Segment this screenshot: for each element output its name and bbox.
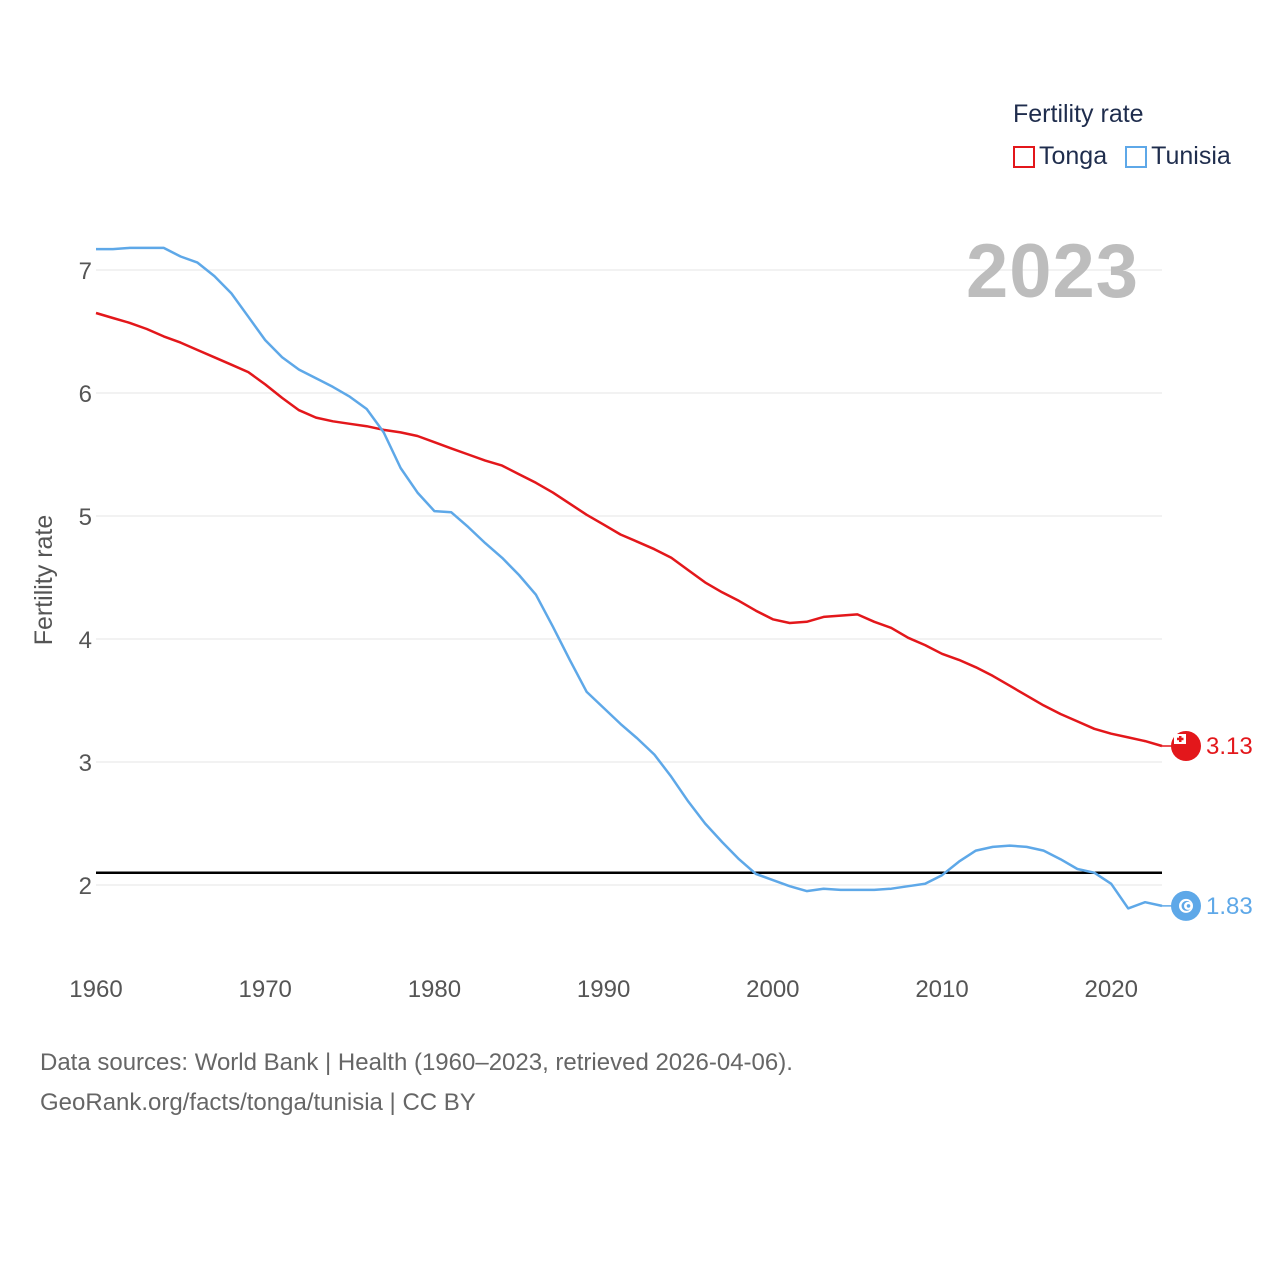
flag-tonga-icon — [1171, 731, 1201, 762]
y-tick-label-5: 5 — [79, 504, 92, 531]
legend-item-tunisia[interactable]: Tunisia — [1125, 142, 1231, 171]
series-lines — [95, 246, 1163, 910]
x-tick-label-1980: 1980 — [408, 976, 461, 1003]
footer: Data sources: World Bank | Health (1960–… — [40, 1043, 793, 1123]
legend-label-tonga: Tonga — [1039, 142, 1108, 170]
legend: Tonga Tunisia — [1013, 142, 1249, 171]
legend-swatch-tunisia — [1125, 145, 1148, 168]
flag-tonga-cross-h — [1177, 737, 1184, 741]
x-tick-label-1970: 1970 — [239, 976, 292, 1003]
x-tick-label-1990: 1990 — [577, 976, 630, 1003]
end-markers: 3.13 1.83 — [1162, 731, 1253, 921]
data-source-text: Data sources: World Bank | Health (1960–… — [40, 1049, 793, 1076]
x-tick-label-2000: 2000 — [746, 976, 799, 1003]
legend-label-tunisia: Tunisia — [1151, 142, 1231, 170]
legend-item-tonga[interactable]: Tonga — [1013, 142, 1107, 171]
x-axis-ticks: 1960 1970 1980 1990 2000 2010 2020 — [69, 976, 1138, 1003]
y-tick-label-7: 7 — [79, 258, 92, 285]
legend-swatch-tonga — [1013, 145, 1035, 168]
flag-tunisia-icon — [1171, 890, 1201, 921]
y-axis-ticks: 2 3 4 5 6 7 — [79, 258, 92, 900]
legend-title: Fertility rate — [1013, 100, 1144, 128]
source-url-text[interactable]: GeoRank.org/facts/tonga/tunisia | CC BY — [40, 1089, 476, 1116]
series-line-tunisia — [96, 246, 1163, 910]
flag-tunisia-star — [1186, 904, 1191, 908]
gridlines — [96, 269, 1162, 886]
end-value-label-tonga: 3.13 — [1206, 733, 1253, 760]
series-line-tonga — [95, 311, 1163, 748]
y-tick-label-3: 3 — [79, 750, 92, 777]
y-tick-label-6: 6 — [79, 381, 92, 408]
x-tick-label-1960: 1960 — [69, 976, 122, 1003]
x-tick-label-2010: 2010 — [915, 976, 968, 1003]
year-badge: 2023 — [966, 229, 1140, 314]
x-tick-label-2020: 2020 — [1085, 976, 1138, 1003]
y-tick-label-2: 2 — [79, 873, 92, 900]
y-axis-label: Fertility rate — [30, 515, 58, 646]
end-value-label-tunisia: 1.83 — [1206, 893, 1253, 920]
y-tick-label-4: 4 — [79, 627, 92, 654]
